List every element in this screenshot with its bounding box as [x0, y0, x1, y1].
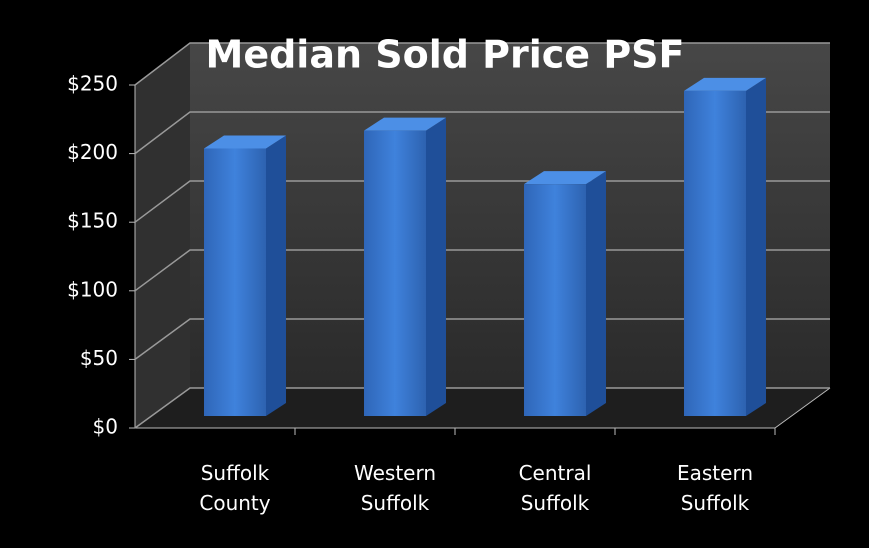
y-tick-label: $50	[80, 346, 118, 370]
bar	[364, 130, 426, 416]
y-tick-label: $0	[93, 415, 118, 439]
grid-line	[134, 111, 830, 155]
bar	[524, 184, 586, 416]
y-tick-label: $250	[67, 72, 118, 96]
grid-line	[134, 42, 830, 86]
bar-top	[524, 171, 606, 185]
floor-edge	[774, 387, 831, 429]
y-tick-label: $150	[67, 209, 118, 233]
side-wall	[135, 43, 190, 428]
bar	[204, 148, 266, 416]
bar-side	[746, 77, 766, 416]
floor	[135, 388, 830, 428]
grid-line	[134, 318, 830, 361]
grid-line	[134, 180, 830, 223]
x-tick-label: Central Suffolk	[518, 461, 592, 515]
x-tick-label: Eastern Suffolk	[676, 461, 753, 515]
grid-line	[134, 387, 830, 429]
bar-top	[364, 117, 446, 131]
bar-side	[426, 117, 446, 417]
y-tick-label: $100	[67, 277, 118, 301]
grid-line	[134, 249, 830, 292]
bar	[684, 90, 746, 416]
x-tick-label: Western Suffolk	[353, 461, 437, 515]
x-tick-label: Suffolk County	[199, 461, 271, 515]
y-tick-label: $200	[67, 140, 118, 164]
bar-side	[266, 135, 286, 416]
chart-title: Median Sold Price PSF	[206, 33, 685, 77]
back-wall	[190, 43, 830, 388]
bar-side	[586, 171, 606, 416]
bar-top	[684, 77, 766, 91]
bar-top	[204, 135, 286, 149]
